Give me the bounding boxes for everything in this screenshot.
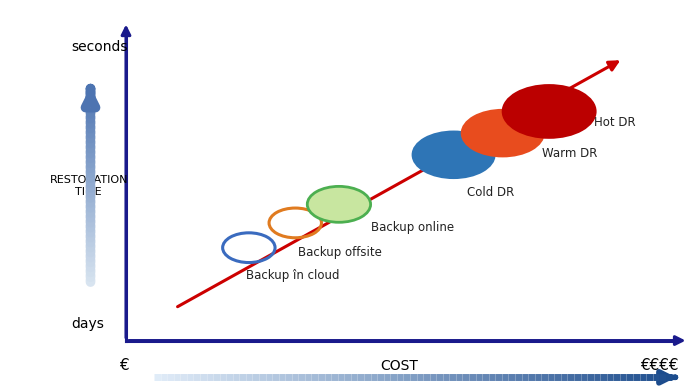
Text: days: days bbox=[71, 317, 104, 331]
Text: €: € bbox=[119, 358, 129, 373]
Text: Backup offsite: Backup offsite bbox=[298, 246, 382, 259]
Ellipse shape bbox=[462, 110, 544, 156]
Text: seconds: seconds bbox=[71, 40, 128, 54]
Ellipse shape bbox=[503, 85, 596, 138]
Text: Backup în cloud: Backup în cloud bbox=[246, 269, 340, 283]
Text: €€€€: €€€€ bbox=[640, 358, 679, 373]
Text: COST: COST bbox=[380, 359, 418, 373]
Text: Hot DR: Hot DR bbox=[594, 116, 636, 129]
Text: RESTORATION
TIME: RESTORATION TIME bbox=[50, 175, 128, 197]
Text: Cold DR: Cold DR bbox=[468, 186, 514, 199]
Ellipse shape bbox=[307, 187, 370, 222]
Ellipse shape bbox=[412, 132, 494, 178]
Text: Backup online: Backup online bbox=[370, 221, 454, 235]
Text: Warm DR: Warm DR bbox=[542, 147, 597, 160]
